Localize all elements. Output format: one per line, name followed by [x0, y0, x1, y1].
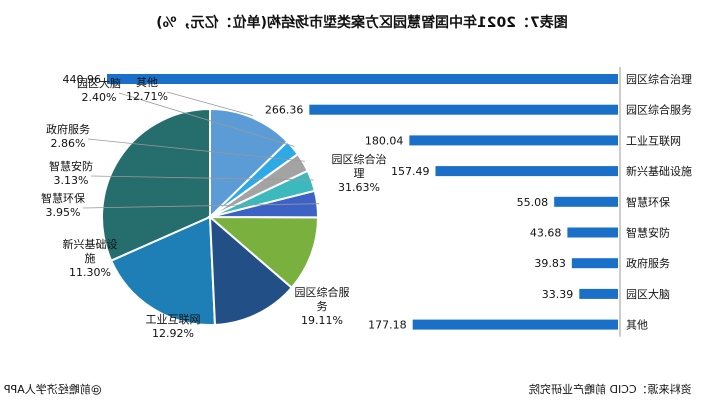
pie-slice-label: 2.40%: [82, 91, 117, 104]
pie-slice-label: 政府服务: [46, 122, 90, 136]
pie-leader-line: [118, 92, 295, 147]
bar-category-label: 园区综合服务: [626, 103, 692, 117]
pie-leader-line: [166, 91, 253, 117]
bar-value-label: 157.49: [391, 165, 430, 178]
bar-value-label: 266.36: [265, 104, 304, 117]
bar: [567, 227, 618, 238]
pie-slice-label: 施: [85, 252, 96, 265]
pie-slice-label: 2.86%: [51, 137, 86, 150]
pie-slice: [209, 107, 289, 220]
brand-note: @前瞻经济学人APP: [4, 383, 102, 396]
bar: [571, 258, 618, 269]
pie-slice-label: 理: [354, 167, 365, 180]
pie-slice: [109, 215, 217, 326]
bar: [107, 74, 618, 84]
bar-chart: 园区综合治理 440.96 园区综合服务 266.36 工业互联网 180.04 新兴基础设…: [63, 67, 692, 337]
bar-category-label: 新兴基础设施: [626, 164, 692, 178]
pie-slice-label: 园区大脑: [77, 76, 121, 90]
bar-value-label: 39.83: [534, 257, 566, 270]
pie-slice-label: 智慧安防: [49, 159, 93, 173]
pie-slice-label: 新兴基础设: [63, 237, 118, 251]
bar-category-label: 工业互联网: [626, 134, 681, 147]
source-note: 资料来源：CCID 前瞻产业研究院: [529, 383, 692, 396]
bar: [309, 104, 618, 115]
bar-value-label: 43.68: [530, 227, 562, 240]
bar-value-label: 55.08: [517, 196, 549, 209]
pie-slice-label: 园区综合治: [332, 152, 387, 166]
pie-slice-label: 务: [317, 300, 328, 313]
pie-slice: [101, 107, 211, 263]
bar: [435, 166, 618, 177]
bar-value-label: 177.18: [368, 319, 407, 332]
pie-slice-label: 31.63%: [338, 181, 380, 194]
bar-value-label: 440.96: [63, 73, 102, 86]
pie-leader-line: [87, 138, 305, 162]
bar-value-label: 180.04: [365, 134, 404, 147]
pie-slice-label: 智慧环保: [41, 191, 85, 205]
pie-leader-line: [90, 175, 314, 181]
bar-category-label: 园区大脑: [626, 287, 670, 301]
pie-leader-line: [82, 203, 320, 209]
pie-slice-label: 3.13%: [54, 174, 89, 187]
bar: [579, 288, 618, 299]
pie-slice-label: 3.95%: [46, 206, 81, 219]
pie-slice-label: 19.11%: [301, 314, 343, 327]
bar: [409, 135, 618, 146]
pie-slice: [207, 215, 320, 290]
pie-slice-label: 园区综合服: [295, 285, 350, 299]
bar-category-label: 智慧环保: [626, 195, 670, 209]
pie-slice-label: 11.30%: [69, 266, 111, 279]
pie-slice-label: 12.92%: [152, 327, 194, 340]
pie-slice-label: 工业互联网: [146, 313, 201, 326]
pie-slice-label: 其他: [136, 76, 158, 89]
pie-slice: [208, 214, 294, 326]
bar-category-label: 其他: [626, 319, 648, 332]
bar-category-label: 政府服务: [626, 256, 670, 270]
bar: [554, 196, 618, 207]
bar-category-label: 智慧安防: [626, 226, 670, 240]
bar-value-label: 33.39: [542, 288, 574, 301]
bar: [412, 319, 618, 330]
bar-category-label: 园区综合治理: [626, 72, 692, 86]
pie-slice-label: 12.71%: [126, 90, 168, 103]
